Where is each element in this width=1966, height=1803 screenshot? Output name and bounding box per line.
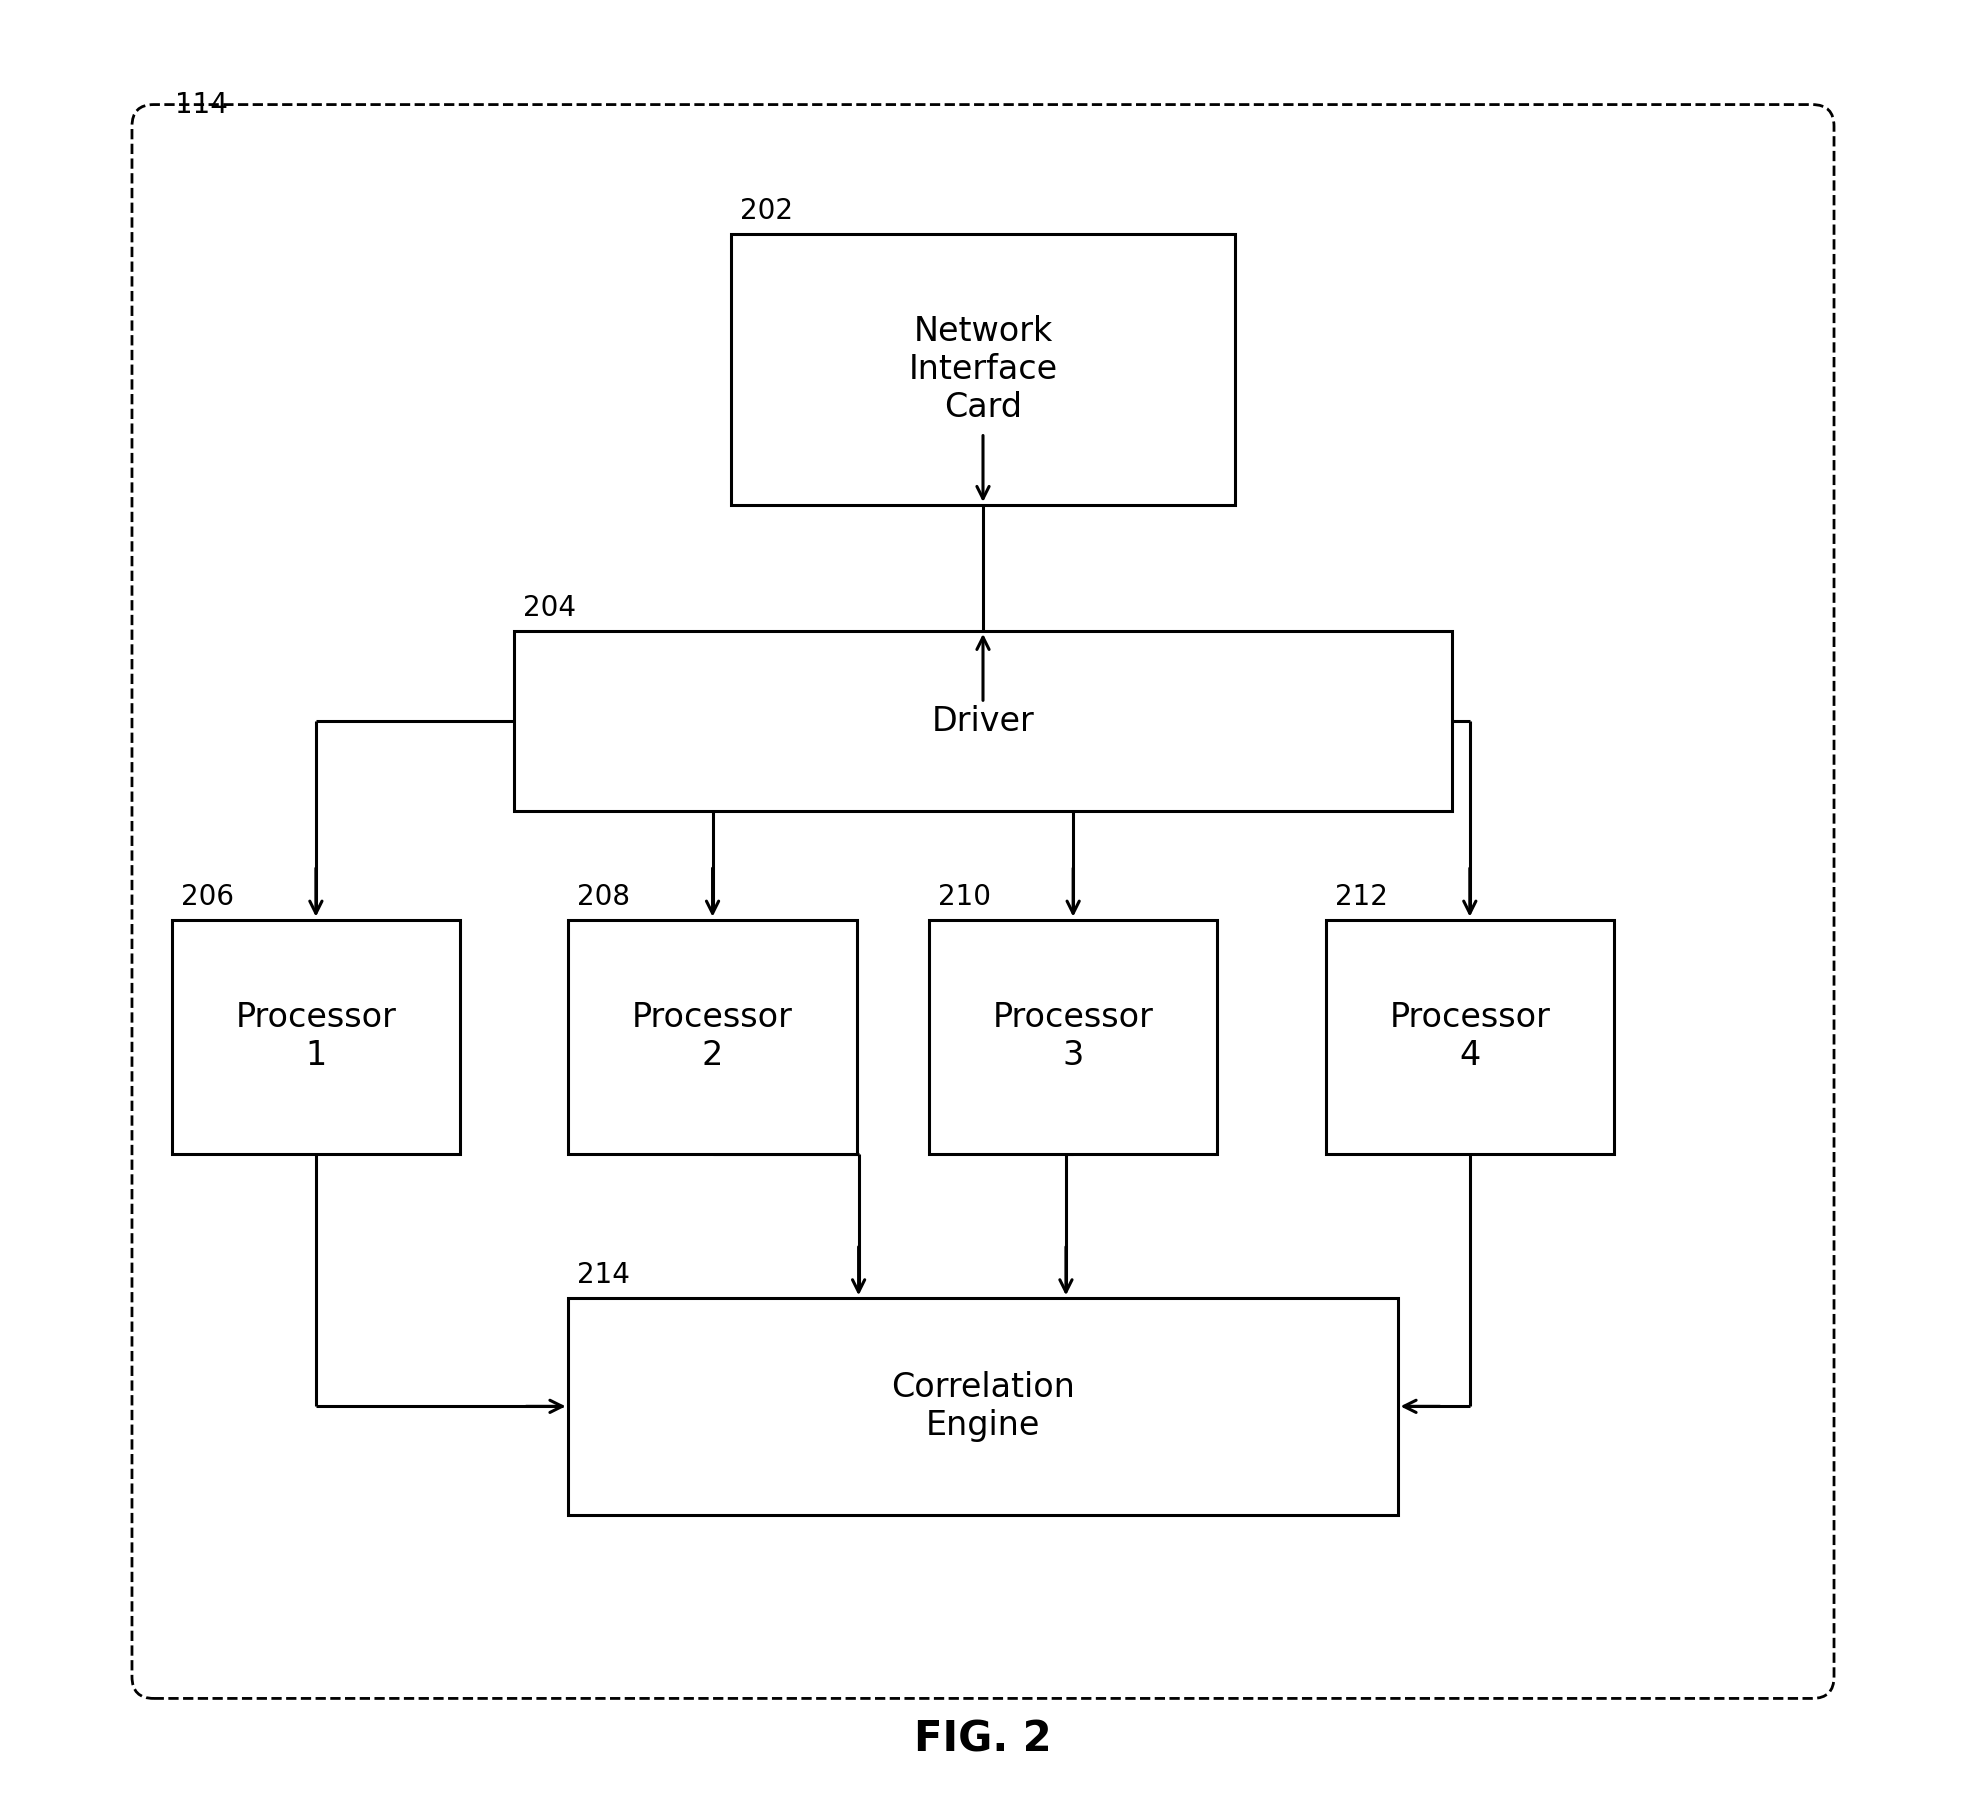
Text: Driver: Driver [932,705,1034,737]
Text: 114: 114 [175,90,228,119]
Text: Processor
3: Processor 3 [993,1001,1154,1073]
Text: Network
Interface
Card: Network Interface Card [908,316,1058,424]
Text: Correlation
Engine: Correlation Engine [891,1370,1075,1442]
Text: 202: 202 [739,197,792,225]
Text: 206: 206 [181,882,234,911]
Text: 212: 212 [1335,882,1388,911]
FancyBboxPatch shape [132,105,1834,1698]
Text: Processor
1: Processor 1 [236,1001,397,1073]
Text: FIG. 2: FIG. 2 [914,1718,1052,1762]
FancyBboxPatch shape [928,920,1217,1154]
Text: 210: 210 [938,882,991,911]
Text: 204: 204 [523,593,576,622]
FancyBboxPatch shape [1325,920,1614,1154]
FancyBboxPatch shape [568,920,857,1154]
FancyBboxPatch shape [171,920,460,1154]
Text: 214: 214 [578,1260,631,1289]
FancyBboxPatch shape [568,1298,1398,1515]
FancyBboxPatch shape [515,631,1451,811]
FancyBboxPatch shape [731,234,1235,505]
Text: 208: 208 [578,882,631,911]
Text: Processor
2: Processor 2 [633,1001,792,1073]
Text: Processor
4: Processor 4 [1390,1001,1551,1073]
